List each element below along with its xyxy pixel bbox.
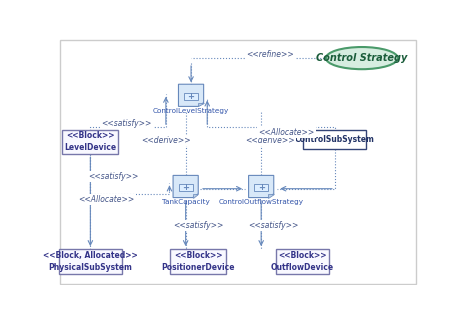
Text: <<Block>>
PositionerDevice: <<Block>> PositionerDevice bbox=[161, 251, 234, 272]
FancyBboxPatch shape bbox=[60, 40, 415, 284]
Text: +: + bbox=[182, 183, 189, 192]
Polygon shape bbox=[173, 175, 198, 197]
Polygon shape bbox=[248, 175, 273, 197]
FancyBboxPatch shape bbox=[276, 249, 328, 274]
Text: <<Block>>
LevelDevice: <<Block>> LevelDevice bbox=[64, 132, 116, 152]
FancyBboxPatch shape bbox=[184, 92, 198, 100]
FancyBboxPatch shape bbox=[63, 130, 118, 154]
Polygon shape bbox=[268, 194, 273, 197]
Text: <<refine>>: <<refine>> bbox=[246, 50, 294, 59]
Text: <<satisfy>>: <<satisfy>> bbox=[101, 119, 151, 128]
Text: <<satisfy>>: <<satisfy>> bbox=[173, 221, 223, 230]
Text: <<satisfy>>: <<satisfy>> bbox=[88, 172, 138, 181]
FancyBboxPatch shape bbox=[170, 249, 225, 274]
Text: <<Block>>
OutflowDevice: <<Block>> OutflowDevice bbox=[270, 251, 333, 272]
FancyBboxPatch shape bbox=[303, 130, 366, 149]
FancyBboxPatch shape bbox=[59, 249, 122, 274]
Text: +: + bbox=[187, 92, 194, 101]
Ellipse shape bbox=[325, 47, 397, 69]
Text: <<derive>>: <<derive>> bbox=[245, 136, 294, 145]
Polygon shape bbox=[198, 103, 203, 107]
Text: <<satisfy>>: <<satisfy>> bbox=[248, 221, 298, 230]
FancyBboxPatch shape bbox=[254, 184, 268, 191]
Text: ControlSubSystem: ControlSubSystem bbox=[294, 135, 374, 144]
Text: ControlLevelStrategy: ControlLevelStrategy bbox=[153, 108, 229, 114]
Polygon shape bbox=[178, 84, 203, 107]
Text: <<derive>>: <<derive>> bbox=[141, 136, 190, 145]
Text: +: + bbox=[257, 183, 264, 192]
FancyBboxPatch shape bbox=[178, 184, 192, 191]
Text: <<Allocate>>: <<Allocate>> bbox=[258, 128, 314, 137]
Text: Control Strategy: Control Strategy bbox=[315, 53, 407, 63]
Text: TankCapacity: TankCapacity bbox=[162, 199, 209, 205]
Text: <<Allocate>>: <<Allocate>> bbox=[78, 195, 134, 204]
Polygon shape bbox=[192, 194, 198, 197]
Text: ControlOutflowStrategy: ControlOutflowStrategy bbox=[218, 199, 303, 205]
Text: <<Block, Allocated>>
PhysicalSubSystem: <<Block, Allocated>> PhysicalSubSystem bbox=[43, 251, 138, 272]
